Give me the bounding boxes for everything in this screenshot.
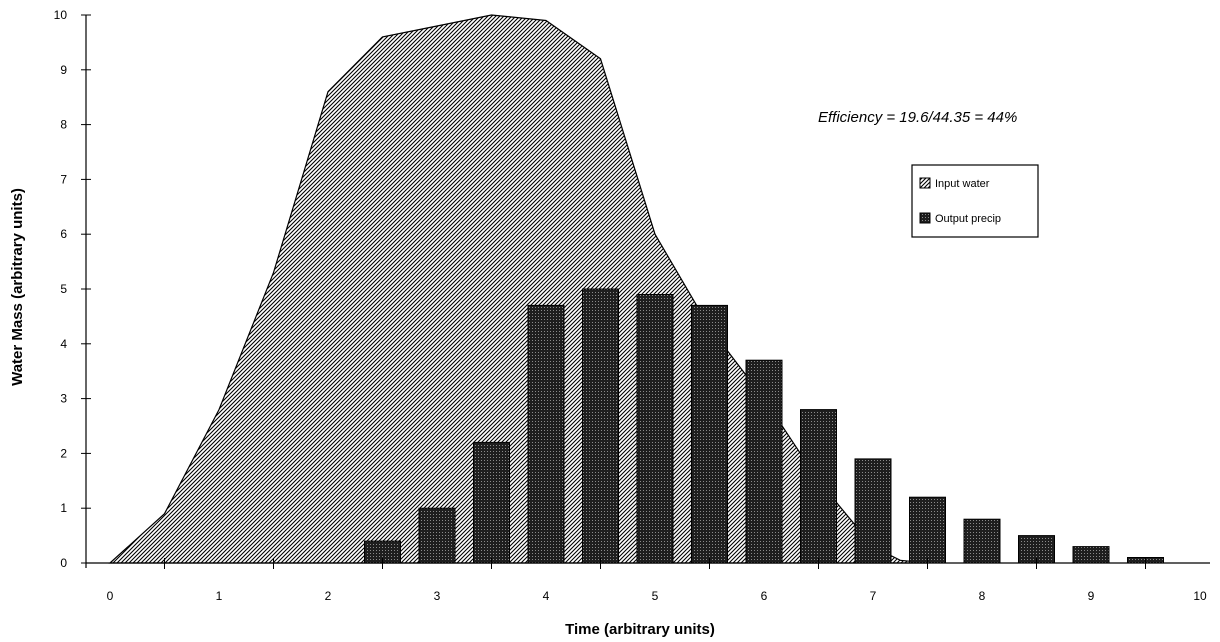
- x-tick-label: 5: [652, 589, 659, 603]
- y-tick-label: 4: [60, 337, 67, 351]
- x-tick-label: 9: [1088, 589, 1095, 603]
- legend-output-precip-swatch: [919, 212, 931, 224]
- output-precip-bar: [418, 507, 456, 564]
- x-tick-label: 3: [434, 589, 441, 603]
- y-tick-label: 7: [60, 172, 67, 186]
- y-tick-label: 9: [60, 63, 67, 77]
- output-precip-bar: [854, 458, 892, 564]
- y-tick-label: 5: [60, 282, 67, 296]
- y-tick-label: 1: [60, 501, 67, 515]
- output-precip-bar-layer: [364, 288, 1164, 564]
- output-precip-bar: [909, 496, 946, 564]
- output-precip-bar: [963, 518, 1001, 564]
- output-precip-bar: [527, 304, 565, 564]
- legend-input-water-label: Input water: [935, 178, 990, 190]
- x-tick-labels: 0 1 2 3 4 5 6 7 8 9 10: [107, 589, 1207, 603]
- output-precip-bar: [1072, 546, 1110, 564]
- y-axis-title: Water Mass (arbitrary units): [9, 188, 26, 386]
- y-tick-labels: 0 1 2 3 4 5 6 7 8 9 10: [54, 8, 68, 570]
- x-tick-label: 8: [979, 589, 986, 603]
- y-tick-label: 0: [60, 556, 67, 570]
- y-tick-label: 8: [60, 118, 67, 132]
- output-precip-bar: [582, 288, 619, 564]
- output-precip-bar: [800, 409, 837, 564]
- y-tick-label: 6: [60, 227, 67, 241]
- legend: Input water Output precip: [911, 164, 1039, 238]
- y-tick-label: 10: [54, 8, 68, 22]
- axes: [81, 14, 1210, 569]
- output-precip-bar: [473, 441, 510, 564]
- legend-output-precip-label: Output precip: [935, 213, 1001, 225]
- x-tick-label: 6: [761, 589, 768, 603]
- y-tick-label: 3: [60, 392, 67, 406]
- x-axis-title: Time (arbitrary units): [565, 621, 715, 638]
- x-tick-label: 1: [216, 589, 223, 603]
- legend-input-water-swatch: [919, 177, 931, 189]
- legend-box: [911, 164, 1039, 238]
- x-tick-label: 7: [870, 589, 877, 603]
- x-tick-label: 0: [107, 589, 114, 603]
- output-precip-bar: [745, 359, 783, 564]
- y-tick-label: 2: [60, 446, 67, 460]
- x-tick-label: 10: [1193, 589, 1207, 603]
- x-tick-label: 2: [325, 589, 332, 603]
- x-tick-label: 4: [543, 589, 550, 603]
- efficiency-annotation: Efficiency = 19.6/44.35 = 44%: [818, 109, 1017, 126]
- output-precip-bar: [636, 294, 674, 564]
- output-precip-bar: [691, 304, 728, 564]
